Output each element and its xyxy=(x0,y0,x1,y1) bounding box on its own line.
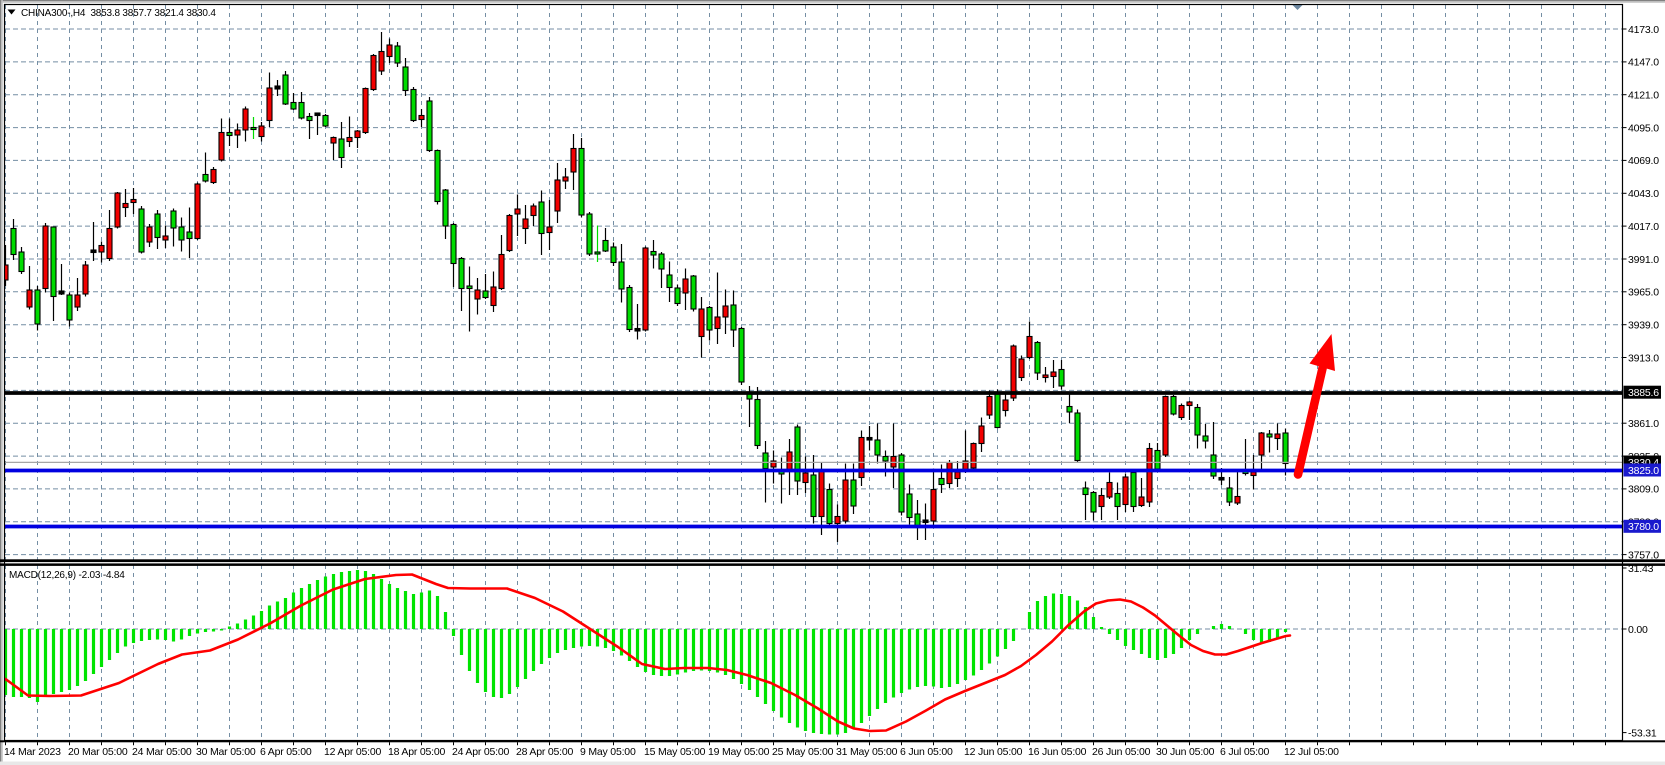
svg-text:6 Apr 05:00: 6 Apr 05:00 xyxy=(260,746,312,758)
svg-text:3809.0: 3809.0 xyxy=(1628,484,1659,496)
svg-text:26 Jun 05:00: 26 Jun 05:00 xyxy=(1092,746,1151,758)
svg-text:19 May 05:00: 19 May 05:00 xyxy=(708,746,770,758)
svg-text:4017.0: 4017.0 xyxy=(1628,221,1659,233)
svg-text:3939.0: 3939.0 xyxy=(1628,320,1659,332)
svg-text:15 May 05:00: 15 May 05:00 xyxy=(644,746,706,758)
svg-text:3965.0: 3965.0 xyxy=(1628,287,1659,299)
svg-text:14 Mar 2023: 14 Mar 2023 xyxy=(4,746,61,758)
svg-text:0.00: 0.00 xyxy=(1628,624,1648,636)
svg-text:18 Apr 05:00: 18 Apr 05:00 xyxy=(388,746,446,758)
svg-text:3991.0: 3991.0 xyxy=(1628,254,1659,266)
svg-text:MACD(12,26,9) -2.03 -4.84: MACD(12,26,9) -2.03 -4.84 xyxy=(9,570,125,581)
svg-text:3913.0: 3913.0 xyxy=(1628,352,1659,364)
svg-text:4121.0: 4121.0 xyxy=(1628,90,1659,102)
svg-text:12 Apr 05:00: 12 Apr 05:00 xyxy=(324,746,382,758)
svg-text:4095.0: 4095.0 xyxy=(1628,122,1659,134)
svg-text:3757.0: 3757.0 xyxy=(1628,549,1659,561)
svg-text:3780.0: 3780.0 xyxy=(1628,521,1659,533)
svg-text:24 Apr 05:00: 24 Apr 05:00 xyxy=(452,746,510,758)
svg-text:25 May 05:00: 25 May 05:00 xyxy=(772,746,834,758)
svg-text:3885.6: 3885.6 xyxy=(1628,387,1659,399)
svg-text:6 Jul 05:00: 6 Jul 05:00 xyxy=(1220,746,1270,758)
svg-text:31 May 05:00: 31 May 05:00 xyxy=(836,746,898,758)
svg-text:6 Jun 05:00: 6 Jun 05:00 xyxy=(900,746,953,758)
svg-text:4147.0: 4147.0 xyxy=(1628,57,1659,69)
svg-text:3825.0: 3825.0 xyxy=(1628,465,1659,477)
svg-text:12 Jun 05:00: 12 Jun 05:00 xyxy=(964,746,1023,758)
svg-text:24 Mar 05:00: 24 Mar 05:00 xyxy=(132,746,192,758)
svg-text:4069.0: 4069.0 xyxy=(1628,155,1659,167)
svg-text:20 Mar 05:00: 20 Mar 05:00 xyxy=(68,746,128,758)
svg-text:30 Mar 05:00: 30 Mar 05:00 xyxy=(196,746,256,758)
svg-text:12 Jul 05:00: 12 Jul 05:00 xyxy=(1284,746,1339,758)
svg-text:4043.0: 4043.0 xyxy=(1628,188,1659,200)
svg-text:30 Jun 05:00: 30 Jun 05:00 xyxy=(1156,746,1215,758)
svg-text:31.43: 31.43 xyxy=(1628,563,1654,575)
svg-text:CHINA300-,H4 3853.8 3857.7 38: CHINA300-,H4 3853.8 3857.7 3821.4 3830.4 xyxy=(21,8,216,19)
svg-text:-53.31: -53.31 xyxy=(1628,727,1657,739)
svg-text:9 May 05:00: 9 May 05:00 xyxy=(580,746,636,758)
svg-text:4173.0: 4173.0 xyxy=(1628,24,1659,36)
svg-text:3861.0: 3861.0 xyxy=(1628,418,1659,430)
svg-text:28 Apr 05:00: 28 Apr 05:00 xyxy=(516,746,574,758)
svg-text:16 Jun 05:00: 16 Jun 05:00 xyxy=(1028,746,1087,758)
